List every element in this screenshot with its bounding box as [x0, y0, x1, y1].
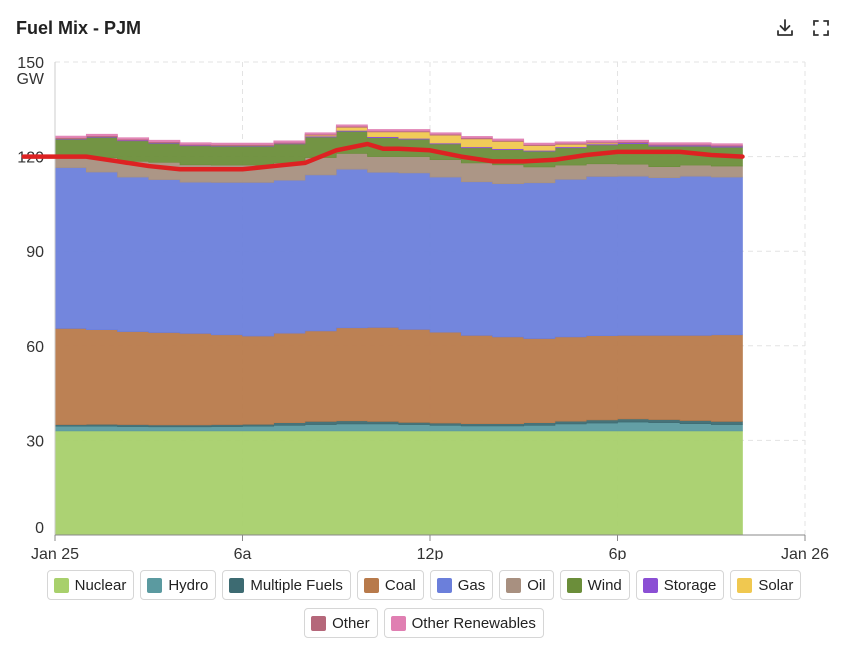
legend-swatch: [642, 577, 658, 593]
fullscreen-icon[interactable]: [810, 17, 832, 39]
legend-label: Other Renewables: [411, 614, 536, 632]
legend-item-wind[interactable]: Wind: [559, 570, 630, 600]
y-tick-label: 60: [26, 339, 44, 356]
legend-swatch: [506, 577, 522, 593]
chart-legend: Nuclear Hydro Multiple Fuels Coal Gas Oil Wind…: [20, 570, 828, 638]
legend-swatch: [390, 615, 406, 631]
legend-label: Other: [332, 614, 370, 632]
y-axis-unit: GW: [16, 71, 44, 88]
legend-label: Coal: [384, 576, 416, 594]
load-line: [21, 141, 745, 172]
legend-item-storage[interactable]: Storage: [635, 570, 725, 600]
legend-label: Nuclear: [74, 576, 127, 594]
legend-swatch: [363, 577, 379, 593]
legend-swatch: [311, 615, 327, 631]
legend-label: Storage: [663, 576, 717, 594]
area-series-nuclear: [54, 430, 743, 536]
x-tick-label: Jan 26: [781, 546, 829, 560]
y-tick-label: 30: [26, 433, 44, 450]
legend-swatch: [53, 577, 69, 593]
legend-item-gas[interactable]: Gas: [429, 570, 494, 600]
legend-item-nuclear[interactable]: Nuclear: [46, 570, 135, 600]
legend-swatch: [436, 577, 452, 593]
legend-label: Wind: [587, 576, 622, 594]
x-tick-label: 6a: [234, 546, 252, 560]
y-tick-label: 150: [17, 55, 44, 72]
legend-swatch: [737, 577, 753, 593]
chart-header: Fuel Mix - PJM: [16, 14, 832, 42]
y-tick-label: 90: [26, 244, 44, 261]
y-tick-label: 0: [35, 520, 44, 537]
legend-item-other[interactable]: Other: [304, 608, 378, 638]
legend-item-solar[interactable]: Solar: [730, 570, 802, 600]
legend-label: Solar: [758, 576, 794, 594]
download-icon[interactable]: [774, 17, 796, 39]
legend-swatch: [147, 577, 163, 593]
legend-label: Multiple Fuels: [250, 576, 343, 594]
chart-title: Fuel Mix - PJM: [16, 17, 142, 38]
legend-label: Hydro: [168, 576, 209, 594]
legend-label: Gas: [457, 576, 486, 594]
x-tick-label: 12p: [417, 546, 444, 560]
legend-swatch: [566, 577, 582, 593]
legend-item-multiple-fuels[interactable]: Multiple Fuels: [222, 570, 351, 600]
chart-toolbar: [774, 17, 832, 39]
x-tick-label: Jan 25: [31, 546, 79, 560]
legend-label: Oil: [527, 576, 546, 594]
legend-item-coal[interactable]: Coal: [356, 570, 424, 600]
legend-item-other-renewables[interactable]: Other Renewables: [383, 608, 544, 638]
area-series-gas: [54, 167, 743, 339]
legend-swatch: [229, 577, 245, 593]
legend-item-hydro[interactable]: Hydro: [140, 570, 217, 600]
area-series-other-renewables: [54, 124, 743, 146]
area-series-coal: [54, 327, 743, 426]
x-tick-label: 6p: [609, 546, 627, 560]
legend-item-oil[interactable]: Oil: [499, 570, 554, 600]
